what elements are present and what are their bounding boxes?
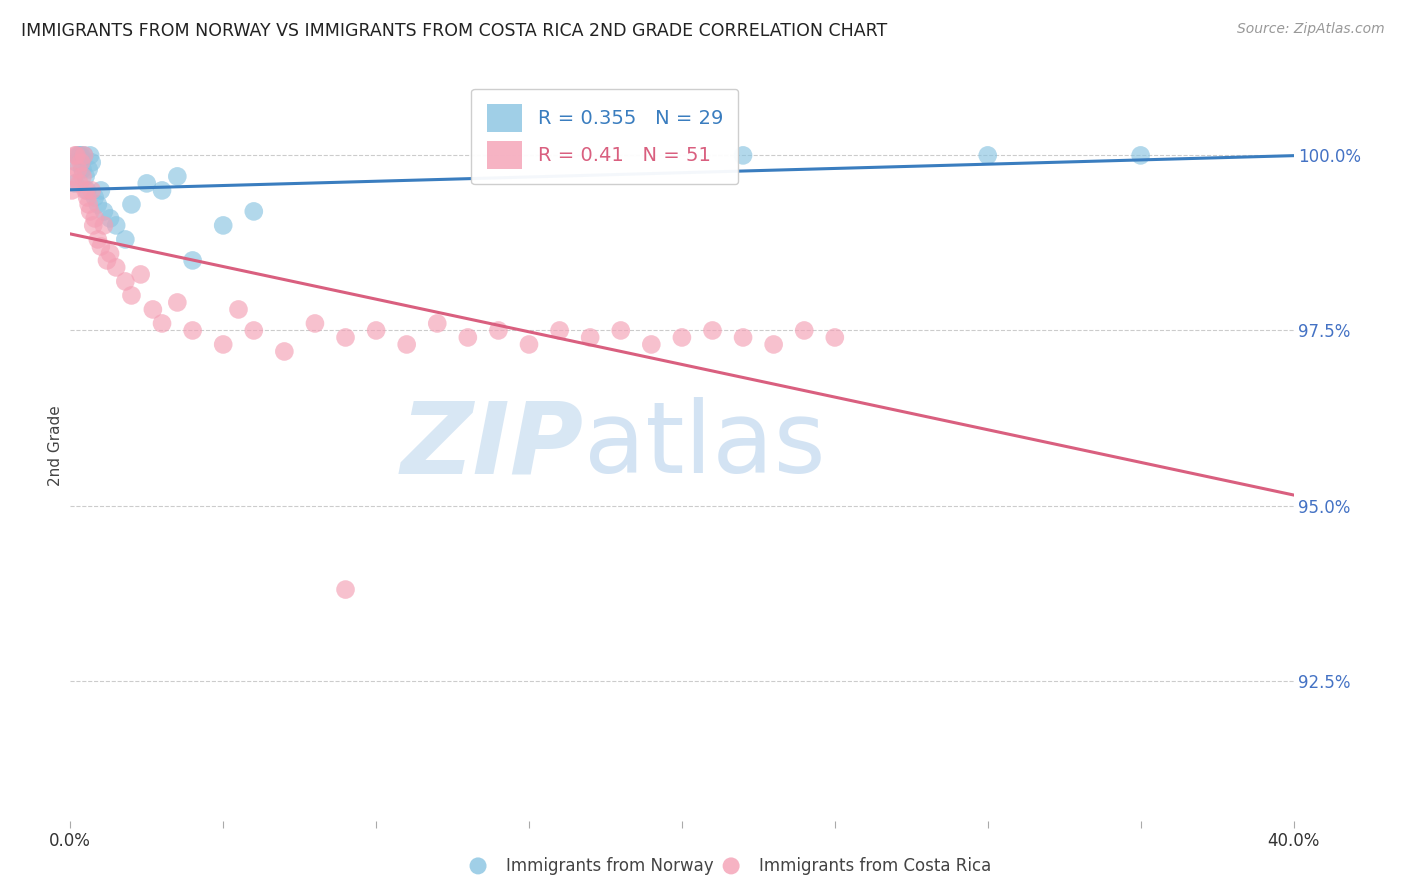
Point: [72, 169, 94, 184]
Point: [105, 260, 128, 275]
Point: [977, 148, 1000, 162]
Point: [98, 246, 121, 260]
Point: [75, 169, 97, 184]
Point: [129, 268, 152, 282]
Point: [114, 232, 136, 246]
Point: [70, 148, 93, 162]
Point: [87, 197, 110, 211]
Point: [63, 148, 86, 162]
Point: [228, 302, 250, 317]
Point: [76, 190, 98, 204]
Point: [79, 148, 101, 162]
Point: [70, 155, 93, 169]
Point: [762, 337, 785, 351]
Point: [93, 204, 115, 219]
Point: [66, 162, 89, 177]
Point: [82, 219, 104, 233]
Point: [83, 211, 105, 226]
Text: ZIP: ZIP: [401, 398, 583, 494]
Point: [457, 330, 479, 344]
Point: [467, 859, 489, 873]
Point: [335, 582, 357, 597]
Text: Immigrants from Norway: Immigrants from Norway: [506, 857, 714, 875]
Point: [121, 197, 143, 211]
Point: [824, 330, 846, 344]
Point: [181, 253, 204, 268]
Point: [105, 219, 128, 233]
Text: Source: ZipAtlas.com: Source: ZipAtlas.com: [1237, 22, 1385, 37]
Point: [90, 239, 112, 253]
Point: [793, 323, 815, 337]
Point: [166, 295, 188, 310]
Point: [366, 323, 388, 337]
Point: [75, 183, 97, 197]
Point: [166, 169, 188, 184]
Point: [212, 337, 235, 351]
Point: [83, 190, 105, 204]
Point: [87, 232, 110, 246]
Point: [426, 317, 449, 331]
Point: [79, 204, 101, 219]
Point: [65, 148, 87, 162]
Point: [69, 148, 91, 162]
Point: [60, 183, 83, 197]
Point: [150, 317, 173, 331]
Point: [69, 177, 91, 191]
Point: [243, 204, 266, 219]
Point: [121, 288, 143, 302]
Point: [72, 162, 94, 177]
Point: [80, 183, 103, 197]
Text: IMMIGRANTS FROM NORWAY VS IMMIGRANTS FROM COSTA RICA 2ND GRADE CORRELATION CHART: IMMIGRANTS FROM NORWAY VS IMMIGRANTS FRO…: [21, 22, 887, 40]
Point: [671, 330, 693, 344]
Point: [304, 317, 326, 331]
Point: [73, 148, 96, 162]
Point: [395, 337, 418, 351]
Point: [273, 344, 295, 359]
Point: [80, 155, 103, 169]
Point: [73, 148, 96, 162]
Point: [66, 148, 89, 162]
Point: [77, 197, 100, 211]
Point: [1129, 148, 1152, 162]
Point: [93, 219, 115, 233]
Point: [517, 337, 540, 351]
Point: [150, 183, 173, 197]
Point: [548, 323, 571, 337]
Point: [76, 183, 98, 197]
Point: [335, 330, 357, 344]
Point: [62, 169, 84, 184]
Point: [488, 323, 510, 337]
Text: Immigrants from Costa Rica: Immigrants from Costa Rica: [759, 857, 991, 875]
Legend: R = 0.355   N = 29, R = 0.41   N = 51: R = 0.355 N = 29, R = 0.41 N = 51: [471, 88, 738, 185]
Point: [579, 330, 602, 344]
Point: [98, 211, 121, 226]
Point: [733, 330, 755, 344]
Point: [63, 177, 86, 191]
Point: [733, 148, 755, 162]
Point: [610, 323, 633, 337]
Y-axis label: 2nd Grade: 2nd Grade: [48, 406, 63, 486]
Point: [720, 859, 742, 873]
Point: [640, 337, 662, 351]
Point: [90, 183, 112, 197]
Text: atlas: atlas: [583, 398, 825, 494]
Point: [96, 253, 118, 268]
Point: [702, 323, 724, 337]
Point: [243, 323, 266, 337]
Point: [142, 302, 165, 317]
Point: [65, 155, 87, 169]
Point: [181, 323, 204, 337]
Point: [114, 275, 136, 289]
Point: [77, 162, 100, 177]
Point: [135, 177, 157, 191]
Point: [212, 219, 235, 233]
